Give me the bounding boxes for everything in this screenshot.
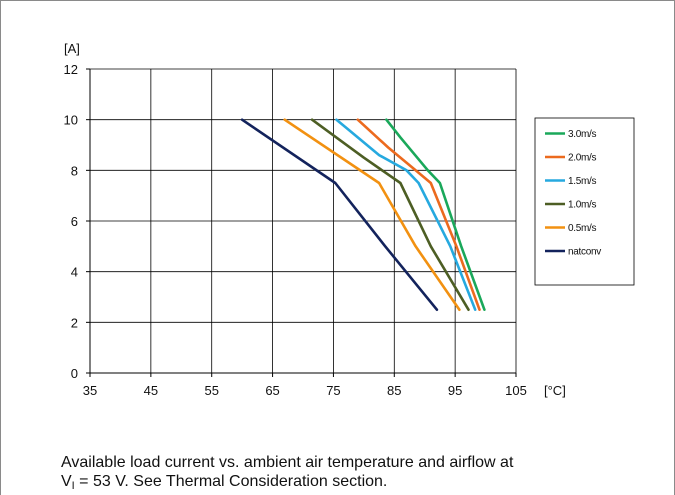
x-tick-label: 35 [83, 383, 97, 398]
legend-label: 3.0m/s [568, 129, 597, 140]
y-tick-label: 8 [71, 163, 78, 178]
x-tick-label: 85 [387, 383, 401, 398]
axes: 0 2 4 6 8 10 12 35 45 55 65 75 85 95 105 [A] [°C] [64, 41, 566, 398]
legend-label: 1.0m/s [568, 200, 597, 211]
x-tick-label: 65 [265, 383, 279, 398]
series-line [385, 118, 486, 312]
legend-box [534, 117, 635, 286]
figure-caption: Available load current vs. ambient air t… [61, 453, 661, 492]
series-line [310, 118, 470, 312]
caption-voltage-subscript: I [71, 480, 75, 492]
caption-line-2: VI = 53 V. See Thermal Consideration sec… [61, 473, 388, 492]
y-tick-label: 10 [64, 113, 78, 128]
legend-label: natconv [568, 247, 601, 258]
x-tick-label: 75 [326, 383, 340, 398]
x-unit-label: [°C] [544, 383, 566, 398]
y-unit-label: [A] [64, 41, 80, 56]
series-lines [240, 118, 486, 312]
caption-line-1: Available load current vs. ambient air t… [61, 454, 514, 471]
series-line [335, 118, 477, 312]
derating-chart: 0 2 4 6 8 10 12 35 45 55 65 75 85 95 105 [A] [°C] 3.0m/s… [64, 41, 635, 398]
y-tick-label: 4 [71, 265, 78, 280]
series-line [356, 118, 481, 312]
legend-label: 2.0m/s [568, 153, 597, 164]
legend-label: 0.5m/s [568, 223, 597, 234]
x-tick-label: 55 [204, 383, 218, 398]
caption-line-2-rest: = 53 V. See Thermal Consideration sectio… [74, 473, 388, 490]
y-tick-label: 2 [71, 315, 78, 330]
y-tick-label: 6 [71, 214, 78, 229]
caption-voltage-symbol: V [61, 473, 72, 490]
series-line [240, 118, 439, 312]
x-tick-label: 95 [448, 383, 462, 398]
legend: 3.0m/s 2.0m/s 1.5m/s 1.0m/s 0.5m/s natconv [534, 117, 635, 286]
x-tick-label: 105 [505, 383, 527, 398]
y-tick-label: 12 [64, 62, 78, 77]
series-line [283, 118, 461, 312]
legend-label: 1.5m/s [568, 176, 597, 187]
y-tick-label: 0 [71, 366, 78, 381]
x-tick-label: 45 [144, 383, 158, 398]
